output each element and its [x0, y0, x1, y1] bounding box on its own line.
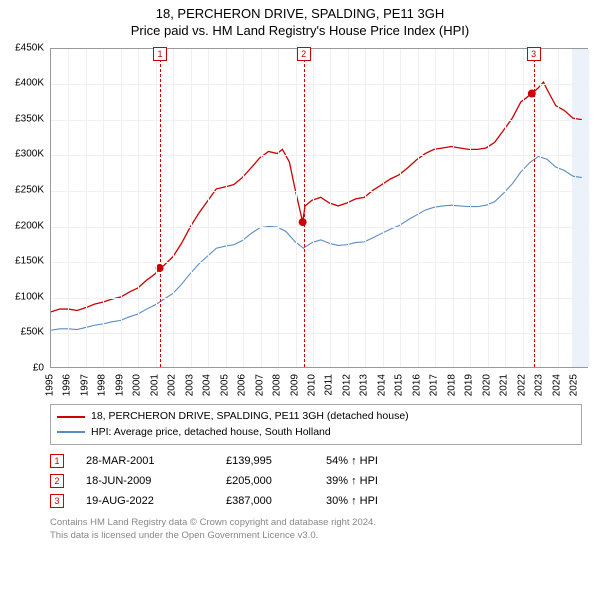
y-axis: £0£50K£100K£150K£200K£250K£300K£350K£400…: [8, 48, 48, 368]
x-tick-label: 2019: [464, 374, 475, 396]
x-tick-label: 2010: [307, 374, 318, 396]
series-line: [51, 156, 582, 330]
y-tick-label: £100K: [15, 291, 44, 302]
x-tick-label: 1998: [97, 374, 108, 396]
legend-label: 18, PERCHERON DRIVE, SPALDING, PE11 3GH …: [91, 409, 409, 425]
y-tick-label: £50K: [21, 327, 44, 338]
event-row-date: 28-MAR-2001: [86, 455, 226, 467]
event-row-delta: 39% ↑ HPI: [326, 475, 582, 487]
x-tick-label: 2000: [132, 374, 143, 396]
x-tick-label: 2024: [551, 374, 562, 396]
event-row-delta: 30% ↑ HPI: [326, 495, 582, 507]
event-marker-label: 2: [297, 47, 311, 61]
x-tick-label: 2015: [394, 374, 405, 396]
y-tick-label: £0: [33, 362, 44, 373]
chart-area: £0 £50K £100K £150K £200K £250K £300K £350K £400…: [8, 44, 592, 404]
x-tick-label: 2017: [429, 374, 440, 396]
x-axis: 1995199619971998199920002001200220032004…: [50, 370, 588, 406]
x-tick-label: 2021: [499, 374, 510, 396]
x-tick-label: 2011: [324, 374, 335, 396]
x-tick-label: 2005: [219, 374, 230, 396]
x-tick-label: 2022: [516, 374, 527, 396]
x-tick-label: 2012: [341, 374, 352, 396]
event-marker-line: [304, 49, 305, 367]
x-tick-label: 1995: [45, 374, 56, 396]
x-tick-label: 2023: [534, 374, 545, 396]
y-tick-label: £350K: [15, 113, 44, 124]
plot-area: 1 2 3: [50, 48, 588, 368]
chart-svg: [51, 49, 587, 367]
x-tick-label: 1999: [114, 374, 125, 396]
x-tick-label: 2020: [481, 374, 492, 396]
y-tick-label: £150K: [15, 256, 44, 267]
footer-line-1: Contains HM Land Registry data © Crown c…: [50, 517, 582, 530]
event-row-price: £205,000: [226, 475, 326, 487]
x-tick-label: 2007: [254, 374, 265, 396]
legend-swatch: [57, 416, 85, 418]
title-line-2: Price paid vs. HM Land Registry's House …: [12, 23, 588, 40]
legend-label: HPI: Average price, detached house, Sout…: [91, 425, 331, 441]
x-tick-label: 1997: [79, 374, 90, 396]
x-tick-label: 2014: [376, 374, 387, 396]
y-tick-label: £250K: [15, 185, 44, 196]
x-tick-label: 2008: [272, 374, 283, 396]
x-tick-label: 2018: [446, 374, 457, 396]
event-row: 3 19-AUG-2022£387,00030% ↑ HPI: [50, 491, 582, 511]
chart-container: 18, PERCHERON DRIVE, SPALDING, PE11 3GH …: [0, 0, 600, 590]
x-tick-label: 2001: [149, 374, 160, 396]
y-tick-label: £200K: [15, 220, 44, 231]
event-row-num: 2: [50, 474, 64, 488]
events-table: 1 28-MAR-2001£139,99554% ↑ HPI 2 18-JUN-200…: [50, 451, 582, 511]
event-row: 2 18-JUN-2009£205,00039% ↑ HPI: [50, 471, 582, 491]
legend-item: 18, PERCHERON DRIVE, SPALDING, PE11 3GH …: [57, 409, 575, 425]
x-tick-label: 2003: [184, 374, 195, 396]
event-row-date: 19-AUG-2022: [86, 495, 226, 507]
event-marker-label: 1: [153, 47, 167, 61]
legend-item: HPI: Average price, detached house, Sout…: [57, 425, 575, 441]
y-tick-label: £400K: [15, 78, 44, 89]
y-tick-label: £300K: [15, 149, 44, 160]
chart-title: 18, PERCHERON DRIVE, SPALDING, PE11 3GH …: [8, 6, 592, 44]
event-row: 1 28-MAR-2001£139,99554% ↑ HPI: [50, 451, 582, 471]
event-row-date: 18-JUN-2009: [86, 475, 226, 487]
event-row-num: 1: [50, 454, 64, 468]
legend-swatch: [57, 431, 85, 433]
event-marker-line: [534, 49, 535, 367]
x-tick-label: 2025: [569, 374, 580, 396]
event-marker-line: [160, 49, 161, 367]
series-line: [51, 82, 582, 312]
x-tick-label: 2006: [237, 374, 248, 396]
event-row-price: £387,000: [226, 495, 326, 507]
x-tick-label: 1996: [62, 374, 73, 396]
footer-line-2: This data is licensed under the Open Gov…: [50, 530, 582, 543]
title-line-1: 18, PERCHERON DRIVE, SPALDING, PE11 3GH: [12, 6, 588, 23]
event-marker-label: 3: [527, 47, 541, 61]
legend: 18, PERCHERON DRIVE, SPALDING, PE11 3GH …: [50, 404, 582, 446]
x-tick-label: 2004: [202, 374, 213, 396]
x-tick-label: 2009: [289, 374, 300, 396]
x-tick-label: 2002: [167, 374, 178, 396]
footer-text: Contains HM Land Registry data © Crown c…: [50, 517, 582, 543]
event-row-delta: 54% ↑ HPI: [326, 455, 582, 467]
event-row-num: 3: [50, 494, 64, 508]
y-tick-label: £450K: [15, 42, 44, 53]
x-tick-label: 2013: [359, 374, 370, 396]
event-row-price: £139,995: [226, 455, 326, 467]
x-tick-label: 2016: [411, 374, 422, 396]
